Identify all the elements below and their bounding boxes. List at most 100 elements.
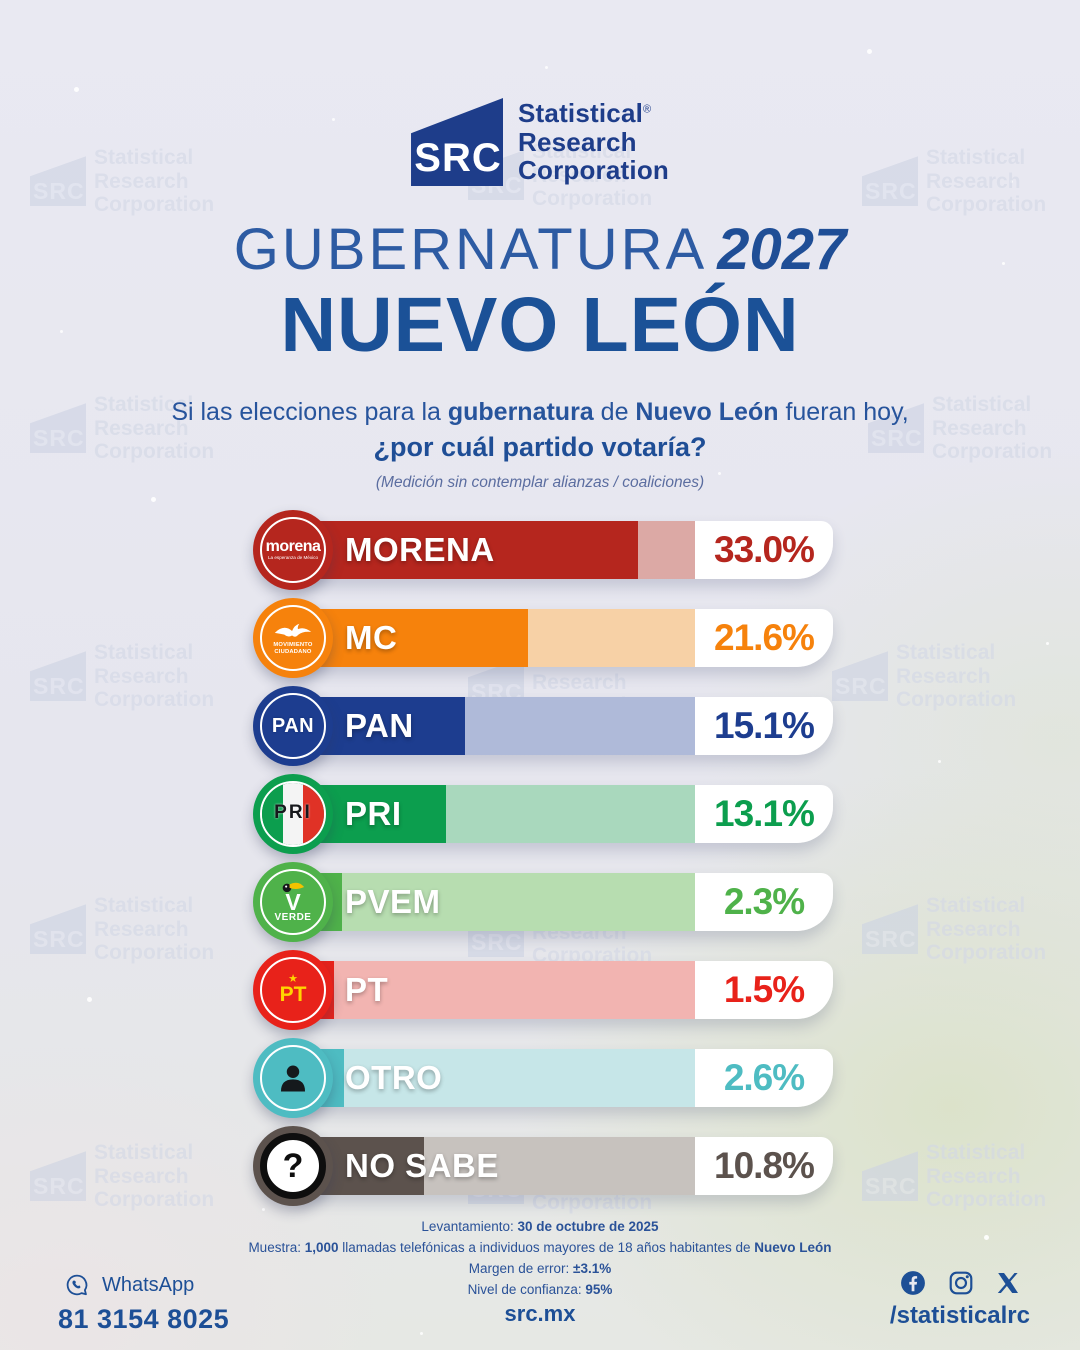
brand-line: Corporation — [518, 155, 669, 186]
registered-mark: ® — [643, 103, 652, 116]
badge-inner: V VERDE — [260, 869, 326, 935]
text: fueran hoy, — [778, 398, 909, 426]
bar-track — [295, 521, 695, 579]
bold-text: Nuevo León — [635, 398, 779, 426]
bold-text: 95% — [585, 1282, 613, 1297]
social-handle: /statisticalrc — [889, 1302, 1030, 1329]
text: Muestra: — [248, 1240, 305, 1255]
whatsapp-contact[interactable]: WhatsApp 81 3154 8025 — [58, 1272, 229, 1335]
value-panel: 2.3% — [695, 873, 833, 931]
badge-inner — [260, 1045, 326, 1111]
question-mark-icon: ? — [253, 1126, 333, 1206]
instagram-icon[interactable] — [948, 1270, 974, 1296]
bar-track — [295, 609, 695, 667]
value-panel: 1.5% — [695, 961, 833, 1019]
bar-fill — [295, 609, 528, 667]
party-value: 10.8% — [714, 1145, 815, 1186]
social-block: /statisticalrc — [890, 1270, 1030, 1330]
party-value: 33.0% — [714, 529, 815, 570]
brand-line: Research — [518, 126, 637, 157]
pt-logo: ★ PT — [253, 950, 333, 1030]
bar: 15.1% — [295, 697, 833, 755]
methodology-line: Margen de error: ±3.1% — [0, 1261, 1080, 1276]
brand-line: Statistical® — [518, 98, 652, 129]
text: llamadas telefónicas a individuos mayore… — [338, 1240, 755, 1255]
badge-inner: MOVIMIENTO CIUDADANO — [260, 605, 326, 671]
party-value: 1.5% — [723, 969, 805, 1010]
x-twitter-icon[interactable] — [996, 1271, 1020, 1295]
party-label: OTRO — [345, 1059, 443, 1096]
party-label: PAN — [345, 707, 414, 744]
badge-inner: ? — [260, 1133, 326, 1199]
text: Levantamiento: — [421, 1219, 518, 1234]
value-panel: 33.0% — [695, 521, 833, 579]
brand-abbr: SRC — [414, 136, 502, 180]
question-line-1: Si las elecciones para la gubernatura de… — [0, 398, 1080, 427]
page-title: NUEVO LEÓN — [280, 282, 800, 368]
eagle-icon — [274, 623, 312, 637]
bold-text: 30 de octubre de 2025 — [517, 1219, 659, 1234]
party-value: 2.6% — [723, 1057, 805, 1098]
text: de — [593, 398, 636, 426]
poll-row-pt: 1.5% PT ★ PT — [253, 946, 833, 1034]
value-panel: 2.6% — [695, 1049, 833, 1107]
website-link[interactable]: src.mx — [504, 1301, 576, 1326]
whatsapp-icon — [66, 1274, 88, 1296]
party-value: 21.6% — [714, 617, 815, 658]
party-label: MC — [345, 619, 398, 656]
badge-inner: PRI — [260, 781, 326, 847]
methodology-line: Muestra: 1,000 llamadas telefónicas a in… — [0, 1240, 1080, 1255]
bold-text: Nuevo León — [754, 1240, 832, 1255]
poll-row-pan: 15.1% PAN PAN — [253, 682, 833, 770]
text: Nivel de confianza: — [467, 1282, 586, 1297]
value-panel: 10.8% — [695, 1137, 833, 1195]
bar: 13.1% — [295, 785, 833, 843]
party-label: PT — [345, 971, 389, 1008]
badge-inner: ★ PT — [260, 957, 326, 1023]
bar: 33.0% — [295, 521, 833, 579]
text: Si las elecciones para la — [171, 398, 448, 426]
methodology-block: Levantamiento: 30 de octubre de 2025 Mue… — [0, 1219, 1080, 1303]
bold-text: ±3.1% — [573, 1261, 612, 1276]
badge-inner: morena La esperanza de México — [260, 517, 326, 583]
badge-inner: PAN — [260, 693, 326, 759]
src-flag-icon: SRC — [411, 98, 504, 186]
title-kicker: GUBERNATURA 2027 — [0, 216, 1080, 283]
poll-row-otro: 2.6% OTRO — [253, 1034, 833, 1122]
bold-text: 1,000 — [304, 1240, 339, 1255]
pvem-logo: V VERDE — [253, 862, 333, 942]
party-label: PVEM — [345, 883, 441, 920]
kicker-text: GUBERNATURA — [233, 217, 708, 282]
pan-logo: PAN — [253, 686, 333, 766]
party-label: MORENA — [345, 531, 495, 568]
morena-logo: morena La esperanza de México — [253, 510, 333, 590]
poll-row-pri: 13.1% PRI PRI — [253, 770, 833, 858]
party-value: 15.1% — [714, 705, 815, 746]
star-icon: ★ — [288, 973, 298, 986]
poll-row-pvem: 2.3% PVEM V VERDE — [253, 858, 833, 946]
value-panel: 13.1% — [695, 785, 833, 843]
question-line-2: ¿por cuál partido votaría? — [373, 432, 707, 462]
methodology-line: Levantamiento: 30 de octubre de 2025 — [0, 1219, 1080, 1234]
poll-chart: 33.0% MORENA morena La esperanza de Méxic… — [253, 506, 833, 1210]
bar: 21.6% — [295, 609, 833, 667]
phone-number: 81 3154 8025 — [58, 1304, 230, 1334]
facebook-icon[interactable] — [900, 1270, 926, 1296]
party-label: NO SABE — [345, 1147, 499, 1184]
bar: 2.6% — [295, 1049, 833, 1107]
bold-text: gubernatura — [447, 398, 594, 426]
poll-row-nosabe: 10.8% NO SABE ? — [253, 1122, 833, 1210]
methodology-note: (Medición sin contemplar alianzas / coal… — [375, 474, 705, 491]
party-value: 13.1% — [714, 793, 815, 834]
toucan-icon — [282, 883, 305, 893]
methodology-line: Nivel de confianza: 95% — [0, 1282, 1080, 1297]
kicker-year: 2027 — [717, 217, 847, 282]
value-panel: 21.6% — [695, 609, 833, 667]
